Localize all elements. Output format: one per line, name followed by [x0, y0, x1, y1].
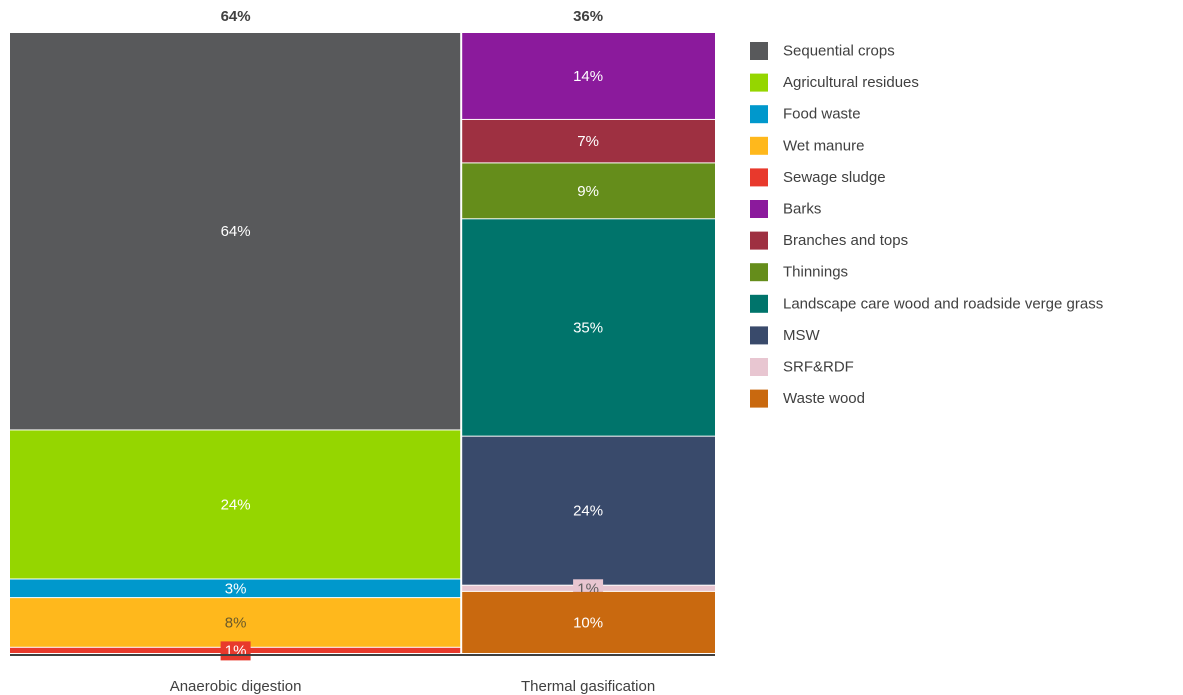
- data-label-sewage-sludge: 1%: [225, 642, 247, 659]
- legend-swatch-food-waste: [750, 105, 768, 124]
- legend-label-srf-and-rdf: SRF&RDF: [783, 359, 854, 376]
- data-label-waste-wood: 10%: [573, 614, 603, 631]
- legend-swatch-branches-and-tops: [750, 231, 768, 250]
- legend-swatch-thinnings: [750, 263, 768, 282]
- data-label-agricultural-residues: 24%: [221, 496, 251, 513]
- legend-label-wet-manure: Wet manure: [783, 137, 864, 154]
- legend-swatch-landscape-care-wood-and-roadside-verge-grass: [750, 294, 768, 313]
- legend-label-sequential-crops: Sequential crops: [783, 43, 895, 60]
- data-label-thinnings: 9%: [577, 183, 599, 200]
- bar-segment-sequential-crops: [10, 33, 461, 430]
- bar-segment-wet-manure: [10, 598, 461, 647]
- legend-label-agricultural-residues: Agricultural residues: [783, 74, 919, 91]
- bar-segment-branches-and-tops: [462, 119, 715, 163]
- data-label-barks: 14%: [573, 68, 603, 85]
- category-label-anaerobic-digestion: Anaerobic digestion: [170, 678, 302, 695]
- data-label-branches-and-tops: 7%: [577, 133, 599, 150]
- legend-swatch-wet-manure: [750, 136, 768, 155]
- data-label-food-waste: 3%: [225, 580, 247, 597]
- legend-swatch-sewage-sludge: [750, 168, 768, 187]
- thermal-gasification-total-label: 36%: [573, 8, 603, 25]
- legend-swatch-barks: [750, 200, 768, 218]
- bar-segment-thinnings: [462, 163, 715, 219]
- legend-label-barks: Barks: [783, 201, 821, 218]
- legend-label-food-waste: Food waste: [783, 106, 861, 123]
- bar-segment-landscape-care-wood-and-roadside-verge-grass: [462, 219, 715, 436]
- legend-swatch-msw: [750, 326, 768, 345]
- bar-segment-barks: [462, 33, 715, 119]
- bar-segment-food-waste: [10, 579, 461, 598]
- legend-label-waste-wood: Waste wood: [783, 390, 865, 407]
- data-label-landscape-care-wood-and-roadside-verge-grass: 35%: [573, 319, 603, 336]
- legend-swatch-srf-and-rdf: [750, 358, 768, 376]
- anaerobic-digestion-total-label: 64%: [221, 8, 251, 25]
- data-label-wet-manure: 8%: [225, 614, 247, 631]
- data-label-msw: 24%: [573, 503, 603, 520]
- legend-swatch-agricultural-residues: [750, 73, 768, 92]
- category-label-thermal-gasification: Thermal gasification: [521, 678, 655, 695]
- legend-label-branches-and-tops: Branches and tops: [783, 232, 908, 249]
- legend-swatch-waste-wood: [750, 389, 768, 408]
- legend-label-msw: MSW: [783, 327, 821, 344]
- legend-label-sewage-sludge: Sewage sludge: [783, 169, 886, 186]
- legend-swatch-sequential-crops: [750, 42, 768, 60]
- legend-label-landscape-care-wood-and-roadside-verge-grass: Landscape care wood and roadside verge g…: [783, 295, 1103, 312]
- data-label-sequential-crops: 64%: [221, 223, 251, 240]
- bar-segment-waste-wood: [462, 591, 715, 653]
- legend-label-thinnings: Thinnings: [783, 264, 848, 281]
- bar-segment-msw: [462, 436, 715, 585]
- bar-segment-agricultural-residues: [10, 430, 461, 579]
